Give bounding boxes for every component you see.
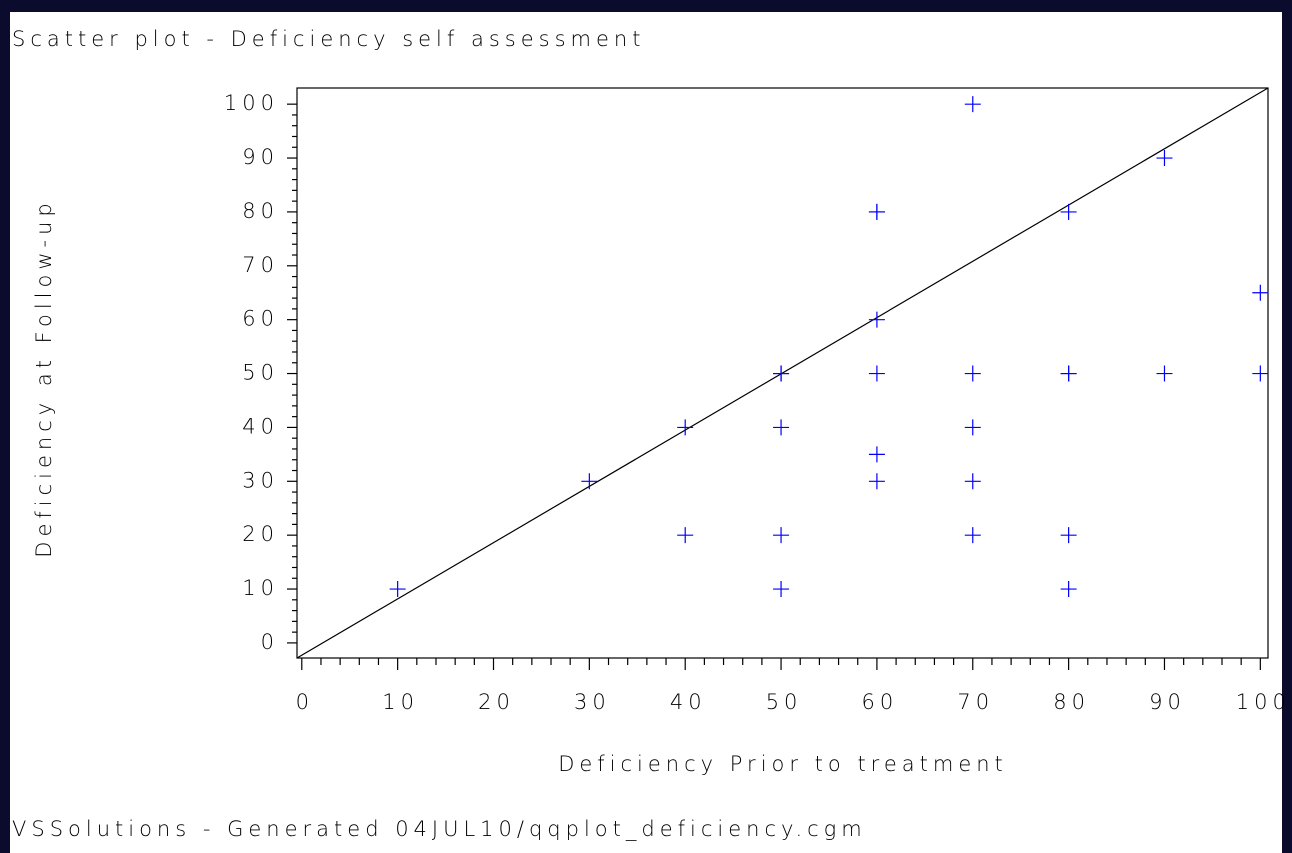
y-tick-label: 20 (242, 522, 279, 546)
point (1156, 365, 1173, 382)
point (868, 473, 885, 490)
point (964, 365, 981, 382)
point (773, 419, 790, 436)
x-tick-label: 20 (478, 690, 515, 714)
x-tick-label: 80 (1053, 690, 1090, 714)
x-axis-label: Deficiency Prior to treatment (558, 752, 1008, 776)
point (1060, 527, 1077, 544)
point (964, 473, 981, 490)
point (868, 446, 885, 463)
point (1252, 365, 1269, 382)
y-tick-label: 90 (242, 145, 279, 169)
y-tick-label: 40 (242, 414, 279, 438)
x-tick-label: 70 (957, 690, 994, 714)
point (677, 527, 694, 544)
point (773, 581, 790, 598)
y-tick-label: 80 (242, 199, 279, 223)
x-tick-label: 100 (1236, 690, 1291, 714)
point (389, 581, 406, 598)
point (868, 311, 885, 328)
point (1060, 203, 1077, 220)
point (773, 365, 790, 382)
y-tick-label: 0 (261, 630, 279, 654)
x-tick-label: 10 (382, 690, 419, 714)
point (1060, 581, 1077, 598)
point (868, 203, 885, 220)
y-tick-label: 30 (242, 468, 279, 492)
point (1060, 365, 1077, 382)
point (1156, 150, 1173, 167)
chart-title: Scatter plot - Deficiency self assessmen… (12, 27, 645, 51)
y-tick-label: 100 (224, 91, 279, 115)
y-tick-label: 70 (242, 253, 279, 277)
x-tick-label: 0 (296, 690, 314, 714)
footer: VSSolutions - Generated 04JUL10/qqplot_d… (12, 817, 867, 841)
canvas (10, 12, 1282, 853)
point (964, 419, 981, 436)
point (964, 96, 981, 113)
point (1252, 284, 1269, 301)
y-tick-label: 10 (242, 576, 279, 600)
x-tick-label: 50 (766, 690, 803, 714)
y-axis-label: Deficiency at Follow-up (32, 198, 56, 557)
x-tick-label: 60 (862, 690, 899, 714)
x-tick-label: 40 (670, 690, 707, 714)
y-tick-label: 50 (242, 361, 279, 385)
point (773, 527, 790, 544)
point (964, 527, 981, 544)
y-tick-label: 60 (242, 307, 279, 331)
x-tick-label: 90 (1149, 690, 1186, 714)
point (581, 473, 598, 490)
point (677, 419, 694, 436)
point (868, 365, 885, 382)
x-tick-label: 30 (574, 690, 611, 714)
